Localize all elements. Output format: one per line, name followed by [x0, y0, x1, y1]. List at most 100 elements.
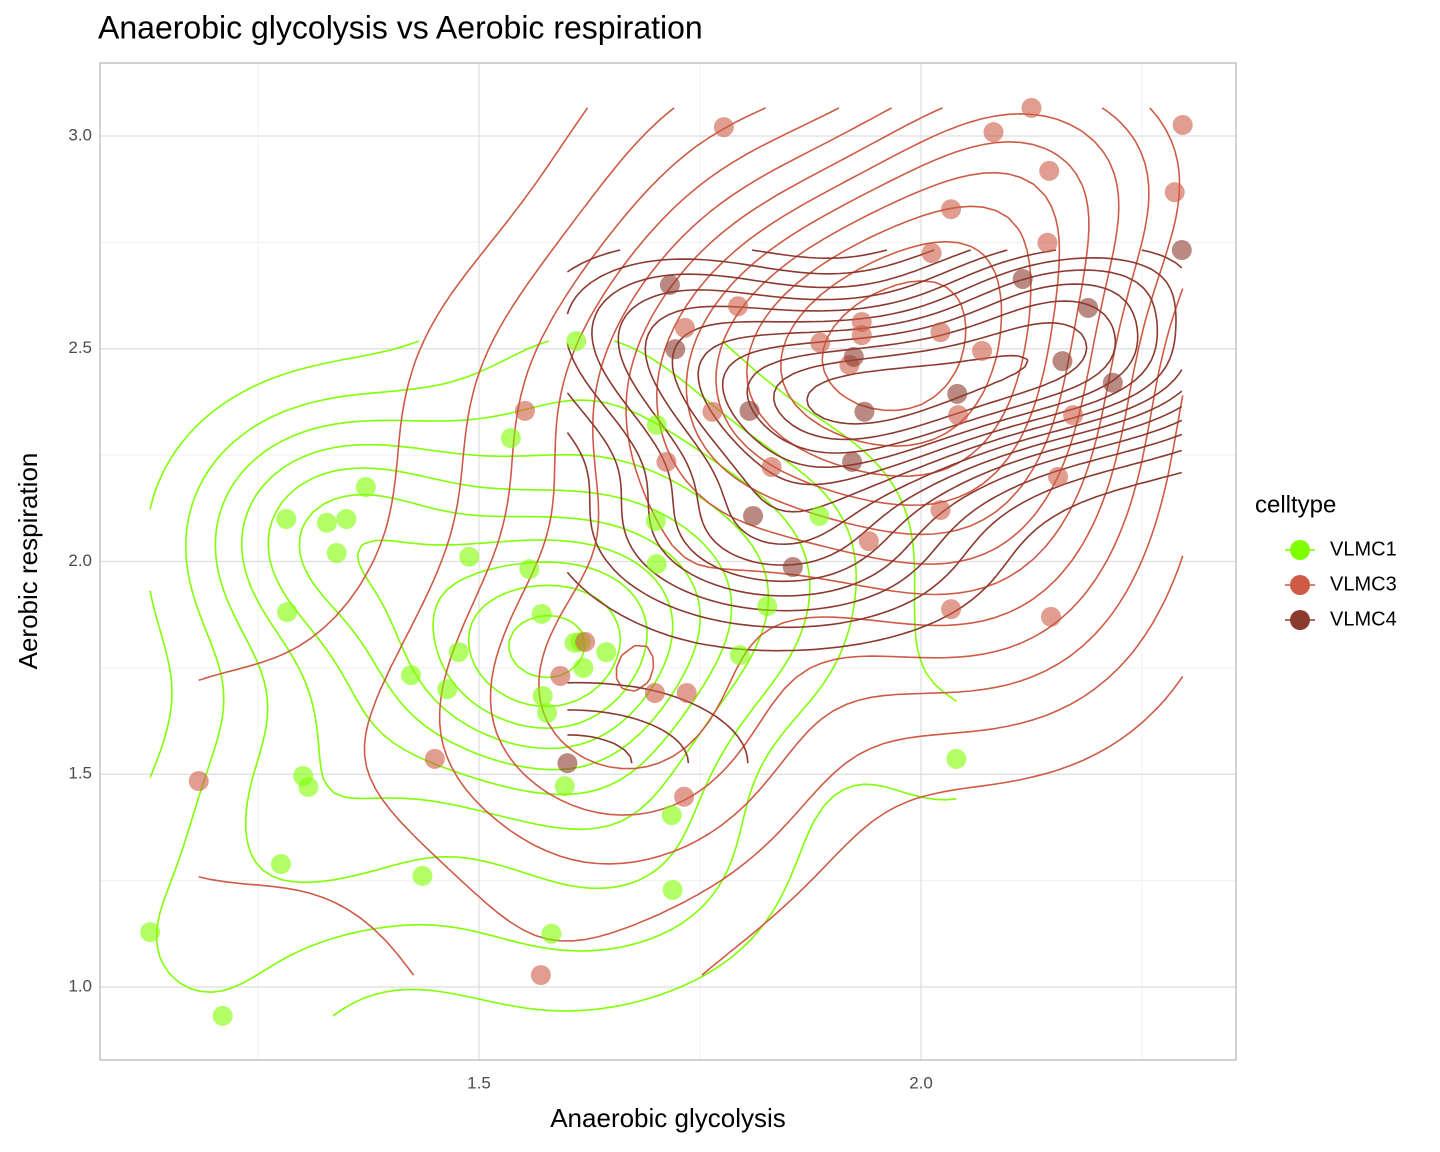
y-axis-title: Aerobic respiration — [13, 453, 43, 670]
legend-key — [1290, 575, 1310, 595]
data-point — [948, 405, 969, 426]
density-contour — [356, 539, 674, 750]
data-point — [665, 339, 686, 360]
data-point — [644, 682, 665, 703]
data-point — [728, 296, 749, 317]
data-point — [661, 805, 682, 826]
data-point — [355, 477, 376, 498]
y-tick-label: 2.0 — [68, 551, 92, 570]
data-point — [140, 922, 161, 943]
data-point — [566, 331, 587, 352]
y-tick-label: 3.0 — [68, 125, 92, 144]
density-contour — [267, 467, 733, 796]
y-tick-label: 2.5 — [68, 338, 92, 357]
density-contour — [671, 257, 1177, 513]
density-contour — [644, 249, 1183, 545]
data-point — [550, 665, 571, 686]
y-tick-label: 1.5 — [68, 764, 92, 783]
data-point — [941, 599, 962, 620]
data-point — [1171, 240, 1192, 261]
data-point — [596, 642, 617, 663]
density-contour — [240, 443, 770, 831]
density-contour — [566, 432, 1183, 764]
legend: VLMC1 VLMC3 VLMC4 — [1285, 538, 1397, 630]
data-point — [270, 854, 291, 875]
data-point — [1039, 160, 1060, 181]
data-point — [729, 645, 750, 666]
data-point — [782, 557, 803, 578]
data-point — [1052, 351, 1073, 372]
data-point — [946, 748, 967, 769]
density-contour — [214, 399, 811, 890]
density-contour — [780, 240, 1003, 447]
legend-label: VLMC1 — [1330, 538, 1397, 560]
x-axis-title: Anaerobic glycolysis — [550, 1103, 786, 1133]
legend-label: VLMC3 — [1330, 573, 1397, 595]
x-tick-label: 1.5 — [467, 1073, 491, 1092]
data-point — [646, 414, 667, 435]
points — [140, 97, 1193, 1026]
data-point — [532, 685, 553, 706]
chart-title: Anaerobic glycolysis vs Aerobic respirat… — [98, 9, 703, 45]
data-point — [575, 631, 596, 652]
data-point — [743, 505, 764, 526]
density-contour — [745, 205, 1032, 477]
data-point — [645, 511, 666, 532]
data-point — [1048, 466, 1069, 487]
y-tick-label: 1.0 — [68, 976, 92, 995]
contours — [149, 107, 1184, 1017]
data-point — [713, 117, 734, 138]
data-point — [843, 346, 864, 367]
data-point — [437, 679, 458, 700]
data-point — [1164, 182, 1185, 203]
data-point — [326, 542, 347, 563]
density-contour — [438, 107, 1184, 865]
data-point — [541, 923, 562, 944]
density-contour — [298, 493, 701, 771]
data-point — [757, 596, 778, 617]
data-point — [554, 776, 575, 797]
data-point — [761, 457, 782, 478]
data-point — [519, 559, 540, 580]
density-contour — [198, 107, 1184, 976]
data-point — [674, 786, 695, 807]
data-point — [448, 642, 469, 663]
data-point — [656, 451, 677, 472]
legend-label: VLMC4 — [1330, 608, 1397, 630]
data-point — [1102, 372, 1123, 393]
data-point — [941, 199, 962, 220]
density-contour — [508, 614, 586, 679]
data-point — [400, 665, 421, 686]
data-point — [674, 317, 695, 338]
x-tick-label: 2.0 — [909, 1073, 933, 1092]
data-point — [459, 546, 480, 567]
data-point — [276, 508, 297, 529]
data-point — [921, 243, 942, 264]
density-contour — [615, 107, 1150, 692]
data-point — [702, 401, 723, 422]
legend-key — [1290, 610, 1310, 630]
density-contour — [363, 107, 1184, 942]
data-point — [531, 603, 552, 624]
data-point — [1078, 297, 1099, 318]
data-point — [662, 879, 683, 900]
data-point — [858, 531, 879, 552]
data-point — [188, 771, 209, 792]
data-point — [336, 508, 357, 529]
data-point — [983, 122, 1004, 143]
data-point — [809, 505, 830, 526]
data-point — [1012, 268, 1033, 289]
data-point — [500, 428, 521, 449]
density-contour — [467, 584, 622, 708]
data-point — [514, 400, 535, 421]
data-point — [1040, 606, 1061, 627]
legend-title: celltype — [1255, 491, 1336, 518]
data-point — [810, 332, 831, 353]
data-point — [424, 748, 445, 769]
data-point — [298, 777, 319, 798]
density-contour — [432, 561, 648, 729]
data-point — [947, 383, 968, 404]
data-point — [842, 451, 863, 472]
data-point — [277, 602, 298, 623]
